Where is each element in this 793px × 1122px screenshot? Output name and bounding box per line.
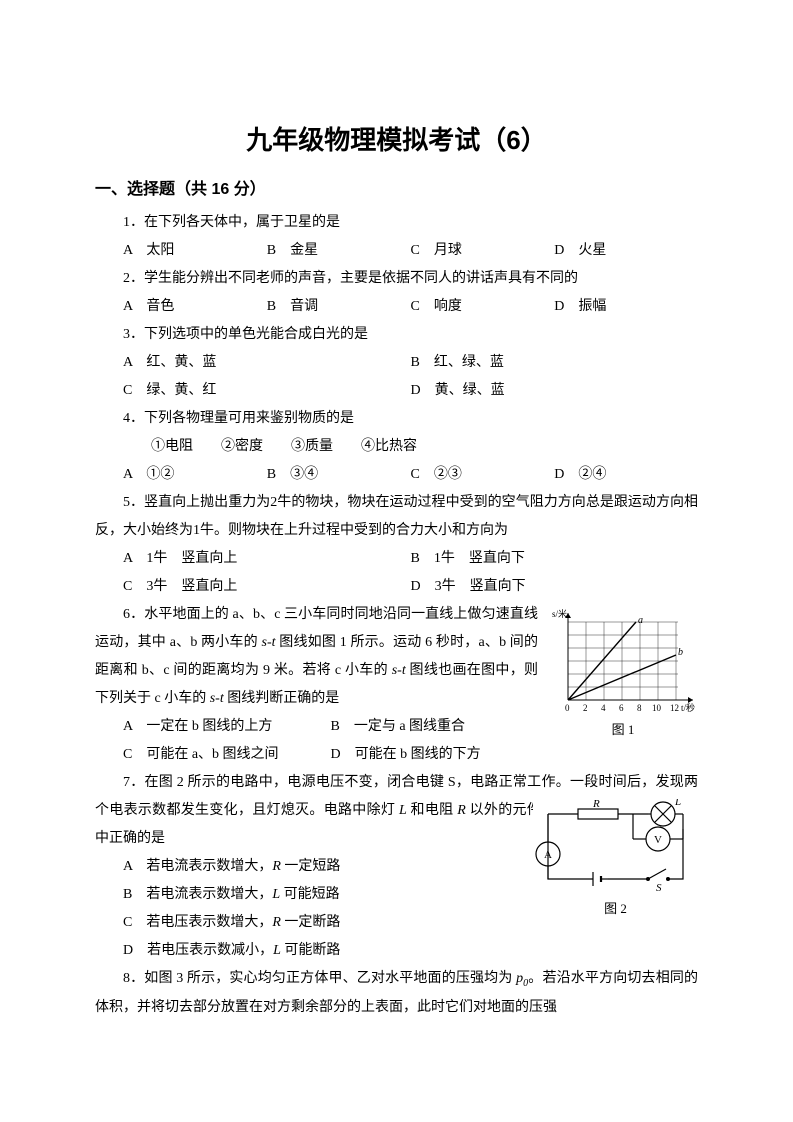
svg-text:A: A (544, 849, 552, 861)
q6-opt-a: A 一定在 b 图线的上方 (123, 713, 331, 741)
exam-page: 九年级物理模拟考试（6） 一、选择题（共 16 分） 1．在下列各天体中，属于卫… (0, 0, 793, 1122)
q7b-pre: B 若电流表示数增大， (123, 887, 272, 902)
q4-subitems: ①电阻 ②密度 ③质量 ④比热容 (95, 433, 698, 461)
q5-stem: 5．竖直向上抛出重力为2牛的物块，物块在运动过程中受到的空气阻力方向总是跟运动方… (95, 489, 698, 545)
q1-opt-b: B 金星 (267, 237, 411, 265)
q3-opt-b: B 红、绿、蓝 (411, 349, 699, 377)
q4-stem: 4．下列各物理量可用来鉴别物质的是 (95, 405, 698, 433)
q4-opt-b: B ③④ (267, 461, 411, 489)
svg-text:V: V (654, 834, 662, 846)
q5-opt-c: C 3牛 竖直向上 (123, 573, 411, 601)
figure-1-caption: 图 1 (548, 717, 698, 743)
q8-t1: 8．如图 3 所示，实心均匀正方体甲、乙对水平地面的压强均为 (123, 971, 516, 986)
q5-options: A 1牛 竖直向上 B 1牛 竖直向下 C 3牛 竖直向上 D 3牛 竖直向下 (95, 545, 698, 601)
svg-text:12: 12 (670, 703, 679, 713)
q6-wrap: a b s/米 t/秒 0 2 4 6 8 10 12 图 1 6．水平地面上的… (95, 601, 698, 769)
svg-text:s/米: s/米 (552, 608, 567, 619)
q7-t2: 和电阻 (407, 803, 457, 818)
svg-text:4: 4 (601, 703, 606, 713)
svg-text:a: a (638, 615, 643, 626)
q1-opt-c: C 月球 (411, 237, 555, 265)
figure-2: R L V (533, 799, 698, 922)
q2-options: A 音色 B 音调 C 响度 D 振幅 (95, 293, 698, 321)
q7d-l: L (273, 943, 281, 958)
q2-opt-d: D 振幅 (554, 293, 698, 321)
q6-st2: s-t (392, 663, 406, 678)
q4-opt-c: C ②③ (411, 461, 555, 489)
q7c-r: R (272, 915, 281, 930)
q5-opt-a: A 1牛 竖直向上 (123, 545, 411, 573)
q7c-post: 一定断路 (281, 915, 341, 930)
q7d-post: 可能断路 (281, 943, 341, 958)
svg-text:R: R (592, 799, 600, 810)
q6-t4: 图线判断正确的是 (224, 691, 340, 706)
svg-text:b: b (678, 647, 683, 658)
figure-2-caption: 图 2 (533, 896, 698, 922)
q2-stem: 2．学生能分辨出不同老师的声音，主要是依据不同人的讲话声具有不同的 (95, 265, 698, 293)
q7a-pre: A 若电流表示数增大， (123, 859, 272, 874)
q7-opt-d: D 若电压表示数减小，L 可能断路 (123, 937, 523, 965)
q6-opt-d: D 可能在 b 图线的下方 (331, 741, 539, 769)
q3-stem: 3．下列选项中的单色光能合成白光的是 (95, 321, 698, 349)
svg-text:L: L (674, 799, 681, 808)
q7-wrap: R L V (95, 769, 698, 965)
svg-text:t/秒: t/秒 (681, 702, 695, 713)
circuit-icon: R L V (533, 799, 698, 894)
q6-opt-b: B 一定与 a 图线重合 (331, 713, 539, 741)
q7-L: L (399, 803, 407, 818)
q6-st3: s-t (210, 691, 224, 706)
question-block: 1．在下列各天体中，属于卫星的是 A 太阳 B 金星 C 月球 D 火星 2．学… (95, 209, 698, 1022)
q3-opt-a: A 红、黄、蓝 (123, 349, 411, 377)
q5-opt-d: D 3牛 竖直向下 (411, 573, 699, 601)
q7-opt-c: C 若电压表示数增大，R 一定断路 (123, 909, 523, 937)
exam-title: 九年级物理模拟考试（6） (95, 120, 698, 157)
q6-st1: s-t (262, 635, 276, 650)
q4-options: A ①② B ③④ C ②③ D ②④ (95, 461, 698, 489)
q5-opt-b: B 1牛 竖直向下 (411, 545, 699, 573)
q6-opt-c: C 可能在 a、b 图线之间 (123, 741, 331, 769)
svg-text:10: 10 (652, 703, 662, 713)
q1-options: A 太阳 B 金星 C 月球 D 火星 (95, 237, 698, 265)
q1-opt-a: A 太阳 (123, 237, 267, 265)
q7a-r: R (272, 859, 281, 874)
figure-1: a b s/米 t/秒 0 2 4 6 8 10 12 图 1 (548, 605, 698, 743)
q7a-post: 一定短路 (281, 859, 341, 874)
q2-opt-c: C 响度 (411, 293, 555, 321)
svg-text:8: 8 (637, 703, 642, 713)
q7-opt-b: B 若电流表示数增大，L 可能短路 (123, 881, 523, 909)
q2-opt-a: A 音色 (123, 293, 267, 321)
st-graph-icon: a b s/米 t/秒 0 2 4 6 8 10 12 (548, 605, 698, 715)
svg-text:2: 2 (583, 703, 588, 713)
q4-opt-a: A ①② (123, 461, 267, 489)
q8-stem: 8．如图 3 所示，实心均匀正方体甲、乙对水平地面的压强均为 p0。若沿水平方向… (95, 965, 698, 1022)
q7b-l: L (272, 887, 280, 902)
q7d-pre: D 若电压表示数减小， (123, 943, 273, 958)
q1-opt-d: D 火星 (554, 237, 698, 265)
q4-opt-d: D ②④ (554, 461, 698, 489)
q3-opt-c: C 绿、黄、红 (123, 377, 411, 405)
q2-opt-b: B 音调 (267, 293, 411, 321)
q7-opt-a: A 若电流表示数增大，R 一定短路 (123, 853, 523, 881)
q7-R: R (457, 803, 466, 818)
svg-text:0: 0 (565, 703, 570, 713)
q3-opt-d: D 黄、绿、蓝 (411, 377, 699, 405)
svg-text:6: 6 (619, 703, 624, 713)
q3-options: A 红、黄、蓝 B 红、绿、蓝 C 绿、黄、红 D 黄、绿、蓝 (95, 349, 698, 405)
section-1-heading: 一、选择题（共 16 分） (95, 175, 698, 199)
q1-stem: 1．在下列各天体中，属于卫星的是 (95, 209, 698, 237)
q7b-post: 可能短路 (280, 887, 340, 902)
svg-text:S: S (656, 882, 662, 894)
q7c-pre: C 若电压表示数增大， (123, 915, 272, 930)
